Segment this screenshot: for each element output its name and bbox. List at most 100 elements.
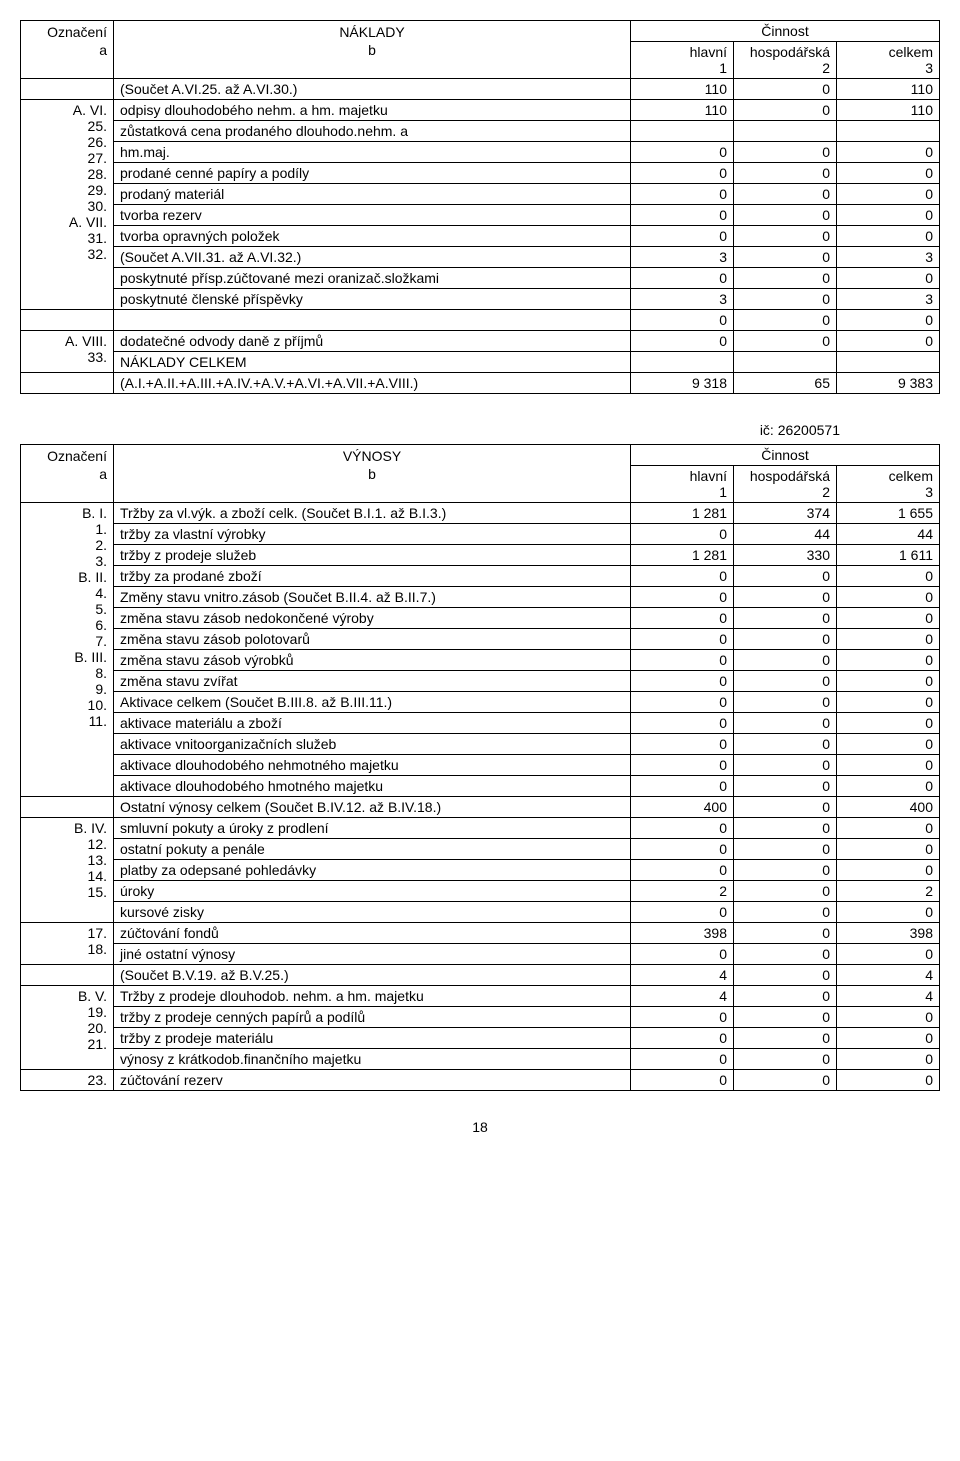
cell-hospodarska: 0 bbox=[734, 713, 837, 734]
cell-hlavni: 0 bbox=[631, 226, 734, 247]
cell-celkem: 0 bbox=[837, 268, 940, 289]
row-description: tržby z prodeje materiálu bbox=[114, 1028, 631, 1049]
cell-celkem: 0 bbox=[837, 142, 940, 163]
hdr-cinnost: Činnost bbox=[631, 21, 940, 42]
cell-hlavni: 398 bbox=[631, 923, 734, 944]
cell-hlavni: 0 bbox=[631, 629, 734, 650]
row-description: dodatečné odvody daně z příjmů bbox=[114, 331, 631, 352]
cell-hlavni: 0 bbox=[631, 205, 734, 226]
row-description: poskytnuté členské příspěvky bbox=[114, 289, 631, 310]
cell-celkem: 0 bbox=[837, 755, 940, 776]
cell-hlavni: 2 bbox=[631, 881, 734, 902]
cell-celkem: 110 bbox=[837, 79, 940, 100]
row-label-cell bbox=[21, 310, 114, 331]
row-description: (Součet A.VI.25. až A.VI.30.) bbox=[114, 79, 631, 100]
row-description: změna stavu zásob polotovarů bbox=[114, 629, 631, 650]
cell-hospodarska: 0 bbox=[734, 986, 837, 1007]
cell-hospodarska: 0 bbox=[734, 268, 837, 289]
hdr-hospodarska-2: hospodářská 2 bbox=[734, 42, 837, 79]
cell-celkem: 3 bbox=[837, 247, 940, 268]
cell-hospodarska: 0 bbox=[734, 1049, 837, 1070]
cell-celkem: 0 bbox=[837, 205, 940, 226]
cell-hospodarska: 0 bbox=[734, 902, 837, 923]
cell-hlavni: 0 bbox=[631, 1049, 734, 1070]
ic-label: ič: 26200571 bbox=[20, 422, 840, 438]
cell-celkem: 0 bbox=[837, 650, 940, 671]
cell-hospodarska: 0 bbox=[734, 776, 837, 797]
row-description: hm.maj. bbox=[114, 142, 631, 163]
row-description: odpisy dlouhodobého nehm. a hm. majetku bbox=[114, 100, 631, 121]
cell-hospodarska: 0 bbox=[734, 163, 837, 184]
row-label-cell bbox=[21, 79, 114, 100]
row-description: (Součet A.VII.31. až A.VI.32.) bbox=[114, 247, 631, 268]
row-description: Aktivace celkem (Součet B.III.8. až B.II… bbox=[114, 692, 631, 713]
cell-hlavni: 0 bbox=[631, 331, 734, 352]
cell-celkem: 3 bbox=[837, 289, 940, 310]
cell-hospodarska: 0 bbox=[734, 566, 837, 587]
cell-celkem: 0 bbox=[837, 1049, 940, 1070]
cell-hlavni: 0 bbox=[631, 776, 734, 797]
cell-celkem: 0 bbox=[837, 587, 940, 608]
page-number: 18 bbox=[20, 1119, 940, 1135]
row-label-cell: 17. 18. bbox=[21, 923, 114, 965]
revenues-table: Označení a VÝNOSY b Činnost hlavní 1 hos… bbox=[20, 444, 940, 1091]
row-description: Ostatní výnosy celkem (Součet B.IV.12. a… bbox=[114, 797, 631, 818]
cell-hlavni: 0 bbox=[631, 1007, 734, 1028]
cell-celkem: 4 bbox=[837, 986, 940, 1007]
cell-celkem: 0 bbox=[837, 692, 940, 713]
cell-celkem: 0 bbox=[837, 839, 940, 860]
cell-celkem: 0 bbox=[837, 331, 940, 352]
row-label-cell bbox=[21, 797, 114, 818]
row-description: prodaný materiál bbox=[114, 184, 631, 205]
hdr-celkem-3: celkem 3 bbox=[837, 42, 940, 79]
hdr2-celkem-3: celkem 3 bbox=[837, 466, 940, 503]
row-label-cell bbox=[21, 373, 114, 394]
cell-hospodarska: 0 bbox=[734, 587, 837, 608]
cell-celkem: 0 bbox=[837, 818, 940, 839]
row-description: tržby za vlastní výrobky bbox=[114, 524, 631, 545]
row-description: aktivace dlouhodobého hmotného majetku bbox=[114, 776, 631, 797]
cell-hospodarska: 0 bbox=[734, 1007, 837, 1028]
cell-celkem: 110 bbox=[837, 100, 940, 121]
row-description: úroky bbox=[114, 881, 631, 902]
cell-celkem: 0 bbox=[837, 566, 940, 587]
cell-celkem: 1 655 bbox=[837, 503, 940, 524]
cell-hospodarska: 0 bbox=[734, 1070, 837, 1091]
cell-hlavni bbox=[631, 352, 734, 373]
cell-celkem: 0 bbox=[837, 902, 940, 923]
cell-hospodarska: 0 bbox=[734, 839, 837, 860]
cell-hospodarska: 0 bbox=[734, 671, 837, 692]
cell-hlavni: 0 bbox=[631, 1070, 734, 1091]
cell-hospodarska: 0 bbox=[734, 965, 837, 986]
cell-celkem: 0 bbox=[837, 226, 940, 247]
cell-celkem: 0 bbox=[837, 310, 940, 331]
row-description: Tržby za vl.výk. a zboží celk. (Součet B… bbox=[114, 503, 631, 524]
row-description: tvorba rezerv bbox=[114, 205, 631, 226]
row-description: platby za odepsané pohledávky bbox=[114, 860, 631, 881]
cell-hospodarska: 374 bbox=[734, 503, 837, 524]
cell-hospodarska: 0 bbox=[734, 734, 837, 755]
cell-hlavni: 0 bbox=[631, 818, 734, 839]
cell-hlavni: 3 bbox=[631, 247, 734, 268]
row-description bbox=[114, 310, 631, 331]
cell-celkem: 0 bbox=[837, 608, 940, 629]
cell-celkem: 1 611 bbox=[837, 545, 940, 566]
row-description: Tržby z prodeje dlouhodob. nehm. a hm. m… bbox=[114, 986, 631, 1007]
cell-hospodarska bbox=[734, 121, 837, 142]
cell-hlavni: 1 281 bbox=[631, 503, 734, 524]
cell-celkem: 44 bbox=[837, 524, 940, 545]
cell-hospodarska: 0 bbox=[734, 205, 837, 226]
row-description: (A.I.+A.II.+A.III.+A.IV.+A.V.+A.VI.+A.VI… bbox=[114, 373, 631, 394]
cell-hospodarska bbox=[734, 352, 837, 373]
cell-hospodarska: 0 bbox=[734, 289, 837, 310]
cell-hlavni: 0 bbox=[631, 692, 734, 713]
row-description: tržby za prodané zboží bbox=[114, 566, 631, 587]
cell-hospodarska: 0 bbox=[734, 331, 837, 352]
cell-hlavni: 400 bbox=[631, 797, 734, 818]
row-description: tržby z prodeje služeb bbox=[114, 545, 631, 566]
cell-hlavni: 0 bbox=[631, 650, 734, 671]
cell-hospodarska: 0 bbox=[734, 608, 837, 629]
cell-celkem: 0 bbox=[837, 184, 940, 205]
cell-celkem: 0 bbox=[837, 163, 940, 184]
hdr2-oznaceni-a: Označení a bbox=[21, 445, 114, 503]
